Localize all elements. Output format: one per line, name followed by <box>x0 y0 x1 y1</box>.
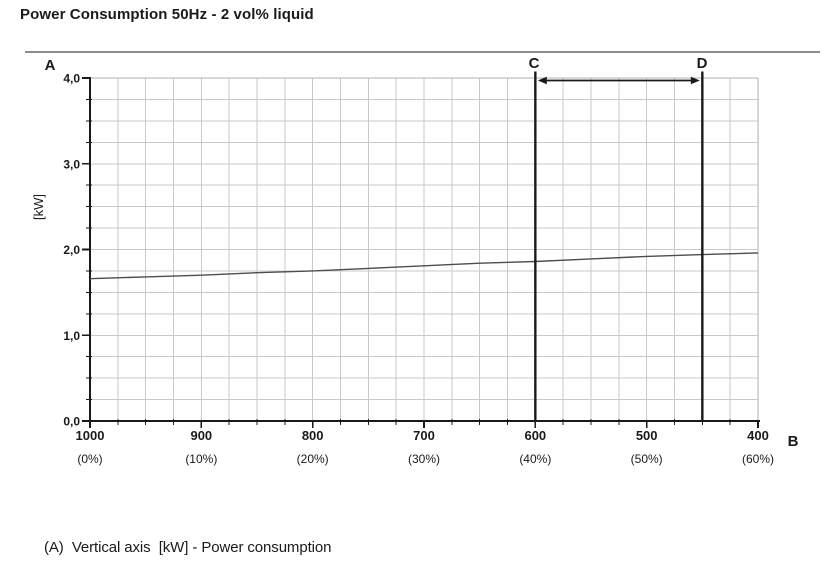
x-tick-label: 600 <box>524 428 546 443</box>
interval-arrowhead-right <box>690 76 700 85</box>
legend-line-a: (A) Vertical axis [kW] - Power consumpti… <box>44 539 332 557</box>
x-percent-label: (10%) <box>185 452 217 466</box>
y-tick-label: 1,0 <box>63 329 80 343</box>
x-percent-label: (60%) <box>742 452 774 466</box>
interval-marker-lines <box>534 71 704 421</box>
x-percent-label: (40%) <box>519 452 551 466</box>
label-a: A <box>45 57 56 74</box>
interval-arrow <box>537 76 700 85</box>
x-tick-label: 900 <box>190 428 212 443</box>
label-d: D <box>697 55 708 72</box>
y-tick-label: 3,0 <box>63 157 80 171</box>
label-c: C <box>529 55 540 72</box>
x-percent-label: (50%) <box>631 452 663 466</box>
x-percent-label: (20%) <box>297 452 329 466</box>
page-title: Power Consumption 50Hz - 2 vol% liquid <box>20 6 314 23</box>
y-axis-unit-label: [kW] <box>31 194 46 220</box>
y-tick-label: 4,0 <box>63 72 80 86</box>
interval-arrowhead-left <box>537 76 547 85</box>
x-tick-label: 800 <box>302 428 324 443</box>
axis-ticks <box>82 77 759 428</box>
x-percent-label: (30%) <box>408 452 440 466</box>
y-tick-label: 2,0 <box>63 243 80 257</box>
x-tick-label: 400 <box>747 428 769 443</box>
legend: (A) Vertical axis [kW] - Power consumpti… <box>44 487 618 574</box>
x-tick-label: 500 <box>636 428 658 443</box>
x-percent-label: (0%) <box>77 452 102 466</box>
gridlines <box>90 77 759 421</box>
label-b: B <box>788 433 799 450</box>
x-tick-label: 1000 <box>76 428 105 443</box>
power-curve <box>89 252 759 280</box>
y-tick-labels: 4,0 3,0 2,0 1,0 0,0 <box>63 72 80 429</box>
axis-lines <box>89 77 760 422</box>
x-tick-labels: 1000 900 800 700 600 500 400 <box>76 428 769 443</box>
y-tick-label: 0,0 <box>63 415 80 429</box>
x-percent-labels: (0%) (10%) (20%) (30%) (40%) (50%) (60%) <box>77 452 774 466</box>
x-tick-label: 700 <box>413 428 435 443</box>
